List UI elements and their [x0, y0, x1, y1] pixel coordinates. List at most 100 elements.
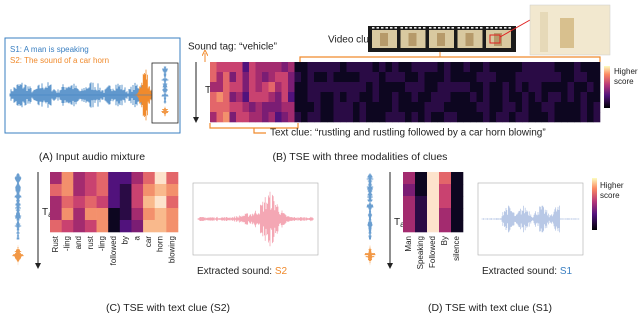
sprocket — [390, 27, 393, 29]
heat-cell — [561, 72, 568, 83]
heat-cell — [470, 82, 477, 93]
heat-cell — [379, 112, 386, 123]
heat-cell — [242, 72, 250, 83]
heat-cell — [223, 92, 230, 103]
heat-cell — [587, 102, 594, 113]
heat-cell — [463, 102, 471, 113]
heat-cell — [249, 102, 256, 113]
heat-cell — [509, 72, 516, 83]
heat-cell — [424, 112, 432, 123]
heat-cell — [593, 72, 601, 83]
heat-cell — [340, 112, 347, 123]
heat-cell — [580, 62, 588, 73]
heat-cell — [457, 72, 464, 83]
heat-cell — [216, 62, 224, 73]
heat-cell — [424, 72, 432, 83]
heat-cell — [301, 62, 308, 73]
heat-cell — [249, 62, 256, 73]
heat-cell — [301, 72, 308, 83]
heat-cell — [403, 220, 416, 233]
heat-cell — [451, 220, 464, 233]
sound-tag: Sound tag: “vehicle” — [188, 42, 277, 53]
heat-cell — [346, 62, 354, 73]
heat-cell — [439, 208, 452, 221]
heat-cell — [403, 172, 416, 185]
heat-cell — [437, 102, 445, 113]
colorbar — [592, 178, 597, 230]
heat-cell — [346, 92, 354, 103]
heat-cell — [502, 92, 510, 103]
heat-cell — [255, 82, 263, 93]
heat-cell — [379, 102, 386, 113]
heat-cell — [262, 112, 269, 123]
sprocket — [394, 27, 397, 29]
heat-cell — [437, 92, 445, 103]
heat-cell — [143, 184, 156, 197]
frame-detail — [437, 33, 445, 46]
heat-cell — [535, 92, 542, 103]
heat-cell — [61, 220, 74, 233]
heat-cell — [392, 62, 399, 73]
heat-cell — [427, 220, 440, 233]
word-label: blowing — [167, 236, 176, 263]
heat-cell — [275, 112, 282, 123]
sprocket — [405, 27, 408, 29]
heat-cell — [439, 196, 452, 209]
text-clue: Text clue: “rustling and rustling follow… — [270, 128, 546, 139]
heat-cell — [242, 92, 250, 103]
heat-cell — [567, 82, 575, 93]
heat-cell — [84, 196, 97, 209]
heat-cell — [320, 112, 328, 123]
heat-cell — [593, 112, 601, 123]
heat-cell — [392, 102, 399, 113]
t-sub: a — [400, 220, 405, 229]
heat-cell — [483, 62, 490, 73]
heat-cell — [61, 184, 74, 197]
heat-cell — [541, 112, 549, 123]
heat-cell — [327, 112, 334, 123]
heat-cell — [327, 72, 334, 83]
frame-detail — [380, 33, 388, 46]
heat-cell — [535, 62, 542, 73]
sprocket — [462, 27, 465, 29]
heat-cell — [96, 208, 109, 221]
heat-cell — [84, 208, 97, 221]
heat-cell — [143, 172, 156, 185]
heat-cell — [327, 102, 334, 113]
frame-detail — [494, 33, 502, 46]
heat-cell — [143, 196, 156, 209]
heat-cell — [431, 82, 438, 93]
heat-cell — [470, 102, 477, 113]
heat-cell — [405, 72, 412, 83]
frame-detail — [408, 33, 417, 46]
extracted-waveform — [481, 205, 580, 233]
heat-cell — [379, 92, 386, 103]
sprocket — [400, 27, 403, 29]
heat-cell — [108, 208, 121, 221]
t: T — [42, 207, 48, 218]
heat-cell — [255, 112, 263, 123]
heat-cell — [496, 82, 503, 93]
heat-cell — [372, 72, 380, 83]
word-label: silence — [452, 235, 461, 260]
word-label: by — [121, 236, 130, 244]
heat-cell — [411, 72, 419, 83]
video-clue: Video clue: — [328, 35, 377, 46]
heat-cell — [333, 92, 341, 103]
frame-detail — [465, 33, 474, 46]
heat-cell — [502, 72, 510, 83]
heat-cell — [398, 82, 406, 93]
heat-cell — [385, 92, 393, 103]
heat-cell — [515, 92, 523, 103]
heat-cell — [567, 112, 575, 123]
heat-cell — [346, 102, 354, 113]
heat-cell — [450, 112, 458, 123]
heat-cell — [210, 112, 217, 123]
heat-cell — [418, 92, 425, 103]
heat-cell — [359, 82, 367, 93]
heat-cell — [411, 82, 419, 93]
heat-cell — [262, 92, 269, 103]
highlight — [489, 34, 501, 44]
sprocket — [508, 27, 511, 29]
heat-cell — [359, 92, 367, 103]
